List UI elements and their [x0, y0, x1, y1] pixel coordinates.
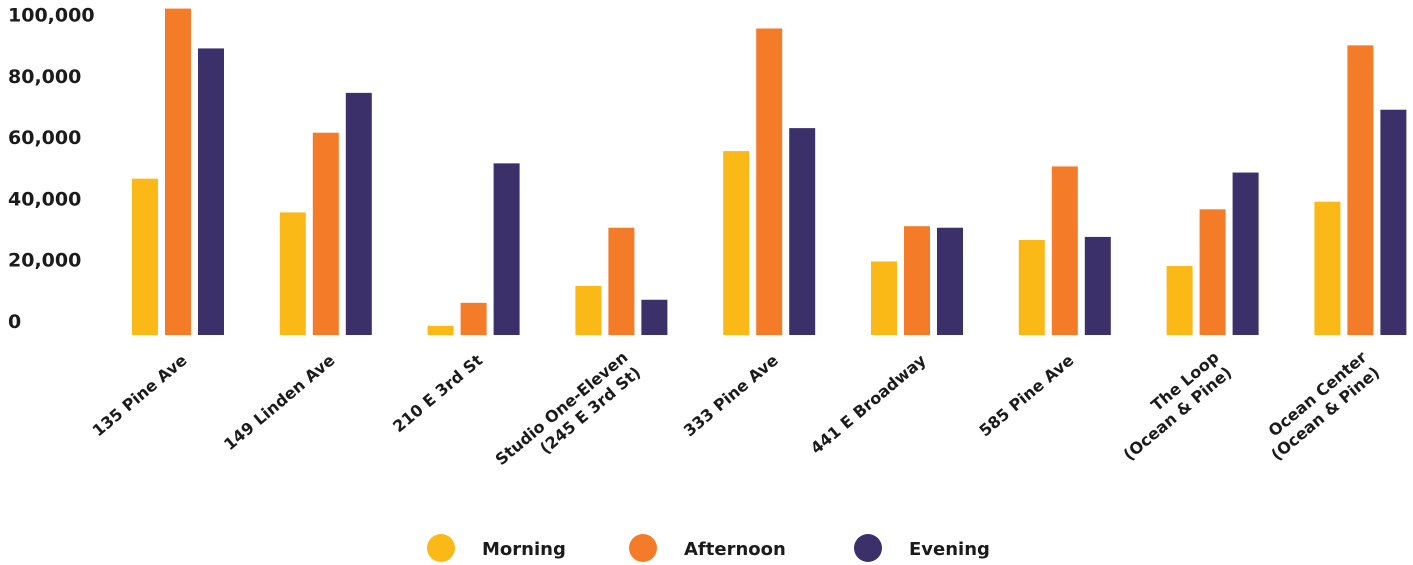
x-tick-label: 135 Pine Ave: [89, 350, 191, 440]
legend-label: Morning: [482, 539, 566, 560]
legend-marker: [629, 534, 657, 562]
y-tick-label: 40,000: [8, 188, 81, 210]
x-tick-label: 585 Pine Ave: [975, 350, 1077, 440]
bar-afternoon: [165, 8, 191, 335]
bar-evening: [345, 92, 372, 336]
x-tick-label: 333 Pine Ave: [680, 350, 782, 440]
bar-morning: [871, 261, 897, 335]
bar-afternoon: [1347, 45, 1374, 336]
bar-evening: [493, 163, 520, 335]
bar-evening: [1232, 172, 1259, 335]
bar-morning: [723, 151, 750, 335]
bar-afternoon: [1199, 209, 1226, 335]
bar-afternoon: [1051, 166, 1078, 335]
legend-marker: [427, 534, 455, 562]
y-tick-label: 100,000: [8, 5, 95, 27]
legend: Morning Afternoon Evening: [427, 534, 990, 562]
y-tick-label: 0: [8, 311, 21, 333]
legend-label: Afternoon: [684, 539, 786, 560]
bar-morning: [427, 325, 454, 335]
bar-evening: [937, 227, 963, 335]
y-tick-label: 20,000: [8, 250, 81, 272]
x-tick-label: Ocean Center(Ocean & Pine): [1255, 347, 1384, 464]
bar-evening: [198, 48, 224, 336]
legend-item-morning: Morning: [427, 534, 566, 562]
bar-afternoon: [904, 226, 930, 335]
legend-item-afternoon: Afternoon: [629, 534, 786, 562]
bar-morning: [1166, 266, 1193, 335]
bar-morning: [1018, 239, 1045, 335]
bar-afternoon: [312, 132, 339, 335]
bar-evening: [1380, 109, 1407, 335]
bar-evening: [1084, 236, 1111, 335]
x-tick-label: The Loop(Ocean & Pine): [1107, 347, 1236, 464]
bar-evening: [641, 299, 668, 335]
bar-morning: [1314, 201, 1341, 335]
x-tick-label: 210 E 3rd St: [389, 350, 486, 436]
bar-morning: [132, 178, 158, 335]
bar-afternoon: [608, 227, 635, 335]
x-tick-label: Studio One-Eleven(245 E 3rd St): [492, 347, 645, 484]
legend-item-evening: Evening: [854, 534, 990, 562]
legend-label: Evening: [909, 539, 990, 560]
x-axis-tick-labels: 135 Pine Ave 149 Linden Ave 210 E 3rd St St…: [89, 347, 1384, 484]
bar-afternoon: [756, 28, 783, 335]
bar-evening: [789, 128, 816, 335]
bar-morning: [575, 285, 602, 335]
bars: [132, 8, 1407, 336]
y-axis-tick-labels: 0 20,000 40,000 60,000 80,000 100,000: [8, 5, 95, 334]
legend-marker: [854, 534, 882, 562]
y-tick-label: 60,000: [8, 127, 81, 149]
bar-afternoon: [460, 302, 487, 335]
bar-morning: [279, 212, 306, 335]
x-tick-label: 441 E Broadway: [807, 350, 930, 458]
x-tick-label: 149 Linden Ave: [220, 350, 338, 454]
y-tick-label: 80,000: [8, 66, 81, 88]
